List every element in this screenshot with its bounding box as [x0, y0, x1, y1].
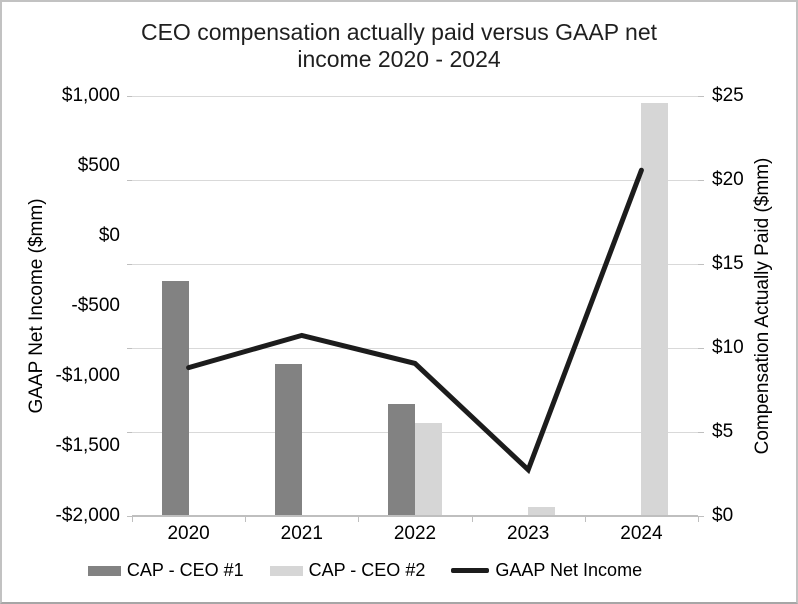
gridline	[132, 348, 698, 349]
x-axis-line	[132, 515, 698, 517]
gridline	[132, 264, 698, 265]
bar-cap-ceo-1-2022	[388, 404, 415, 515]
left-axis-tick-label: $1,000	[61, 85, 120, 106]
x-axis-tick-label: 2021	[280, 523, 323, 544]
legend-item-gaap-net-income: GAAP Net Income	[451, 560, 642, 581]
legend-swatch-gaap-line-icon	[451, 568, 490, 573]
x-axis-tick-labels: 2020 2021 2022 2023 2024	[132, 96, 698, 544]
legend-item-cap-ceo-1: CAP - CEO #1	[87, 560, 244, 581]
x-axis-tick	[132, 516, 133, 522]
x-axis-tick	[358, 516, 360, 522]
right-axis-tick	[698, 348, 704, 349]
x-axis-tick	[245, 516, 247, 522]
x-axis-tick-label: 2020	[167, 523, 210, 544]
left-axis-tick	[127, 348, 132, 349]
left-axis-tick	[127, 432, 132, 433]
left-axis-tick-label: -$1,000	[55, 365, 120, 386]
bar-cap-ceo-1-2020	[161, 281, 189, 515]
plot-area	[127, 96, 704, 522]
left-axis-tick	[127, 516, 132, 517]
gaap-net-income-line	[186, 167, 644, 475]
x-axis-tick-label: 2023	[507, 523, 550, 544]
right-axis-tick-label: $25	[712, 85, 744, 106]
x-axis-tick-label: 2022	[393, 523, 437, 544]
right-axis-tick-label: $5	[712, 421, 734, 442]
bar-cap-ceo-2-2023	[528, 506, 556, 515]
bar-cap-ceo-2-2024	[641, 103, 669, 515]
legend: CAP - CEO #1 CAP - CEO #2 GAAP Net Incom…	[2, 560, 762, 581]
legend-swatch-ceo2-bar-icon	[269, 565, 303, 576]
left-axis-tick-label: -$500	[71, 295, 120, 316]
right-axis-tick-label: $20	[712, 169, 744, 190]
gaap-net-income-polyline	[186, 167, 644, 475]
legend-swatch-ceo1-bar-icon	[87, 565, 121, 576]
left-axis-tick-label: -$2,000	[55, 505, 120, 526]
chart-title: CEO compensation actually paid versus GA…	[2, 19, 796, 73]
right-axis-tick-label: $10	[712, 337, 744, 358]
left-axis-tick-label: $0	[98, 225, 120, 246]
x-axis-tick	[584, 516, 586, 522]
left-axis-tick	[127, 180, 132, 181]
x-axis-tick-label: 2024	[620, 523, 663, 544]
gridline	[132, 180, 698, 181]
right-axis-tick	[698, 432, 704, 433]
bar-cap-ceo-2-2022	[415, 422, 442, 515]
chart-title-line-2: income 2020 - 2024	[297, 46, 501, 72]
left-axis-tick	[127, 264, 132, 265]
right-axis-tick	[698, 180, 704, 181]
right-axis-tick-label: $15	[712, 253, 744, 274]
right-axis-tick-label: $0	[712, 505, 734, 526]
left-axis-tick	[127, 96, 132, 97]
legend-label-gaap: GAAP Net Income	[495, 560, 643, 580]
left-axis-tick-labels: $1,000 $500 $0 -$500 -$1,000 -$1,500 -$2,000	[2, 85, 120, 526]
legend-label-ceo1: CAP - CEO #1	[126, 560, 244, 580]
left-axis-tick-label: $500	[77, 155, 120, 176]
legend-item-cap-ceo-2: CAP - CEO #2	[269, 560, 426, 581]
bar-cap-ceo-1-2021	[274, 363, 302, 515]
x-axis-tick	[698, 516, 699, 522]
left-axis-tick-label: -$1,500	[55, 435, 120, 456]
legend-label-ceo2: CAP - CEO #2	[308, 560, 426, 580]
gridline	[132, 96, 698, 97]
chart-title-line-1: CEO compensation actually paid versus GA…	[140, 19, 658, 45]
right-axis-tick	[698, 96, 704, 97]
right-axis-tick	[698, 264, 704, 265]
x-axis-tick	[471, 516, 473, 522]
right-axis-tick	[698, 516, 704, 517]
right-axis-tick-labels: $25 $20 $15 $10 $5 $0	[712, 85, 796, 526]
